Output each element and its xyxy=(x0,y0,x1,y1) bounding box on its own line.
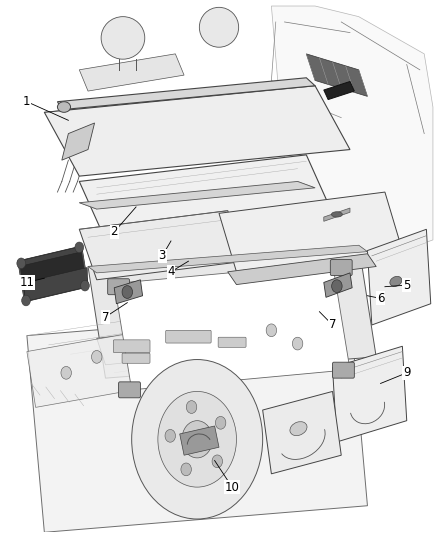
Polygon shape xyxy=(57,78,315,110)
Polygon shape xyxy=(27,333,141,407)
Polygon shape xyxy=(79,211,245,280)
Text: 4: 4 xyxy=(167,265,175,278)
Circle shape xyxy=(17,258,25,269)
FancyBboxPatch shape xyxy=(119,382,141,398)
Text: 9: 9 xyxy=(403,366,410,379)
Polygon shape xyxy=(332,346,407,442)
Circle shape xyxy=(215,416,226,429)
Text: 2: 2 xyxy=(110,225,118,238)
Polygon shape xyxy=(18,246,82,266)
Circle shape xyxy=(182,421,212,458)
Text: 3: 3 xyxy=(159,249,166,262)
Ellipse shape xyxy=(390,277,402,286)
Circle shape xyxy=(81,280,89,291)
Circle shape xyxy=(61,367,71,379)
FancyBboxPatch shape xyxy=(113,340,150,353)
Circle shape xyxy=(21,295,30,306)
Ellipse shape xyxy=(290,422,307,435)
FancyBboxPatch shape xyxy=(122,353,150,364)
Ellipse shape xyxy=(57,102,71,112)
Circle shape xyxy=(292,337,303,350)
Text: 11: 11 xyxy=(19,276,35,289)
FancyBboxPatch shape xyxy=(332,362,354,378)
Circle shape xyxy=(75,242,84,253)
Polygon shape xyxy=(367,229,431,325)
Text: 1: 1 xyxy=(23,95,31,108)
Polygon shape xyxy=(324,208,350,221)
Polygon shape xyxy=(219,192,403,272)
Polygon shape xyxy=(79,181,315,209)
Circle shape xyxy=(158,391,237,487)
Polygon shape xyxy=(18,246,88,302)
Ellipse shape xyxy=(199,7,239,47)
Circle shape xyxy=(212,455,223,467)
Text: 10: 10 xyxy=(225,481,240,494)
Polygon shape xyxy=(79,54,184,91)
FancyBboxPatch shape xyxy=(330,260,352,276)
Polygon shape xyxy=(44,86,350,176)
Polygon shape xyxy=(27,309,367,532)
Ellipse shape xyxy=(332,212,343,217)
Circle shape xyxy=(165,430,176,442)
Polygon shape xyxy=(324,273,352,297)
Polygon shape xyxy=(272,6,433,266)
Circle shape xyxy=(181,463,191,476)
Polygon shape xyxy=(114,280,143,304)
Polygon shape xyxy=(324,82,354,100)
Circle shape xyxy=(132,360,263,519)
Ellipse shape xyxy=(101,17,145,59)
Text: 7: 7 xyxy=(329,319,336,332)
Polygon shape xyxy=(97,320,280,365)
Polygon shape xyxy=(62,123,95,160)
Text: 6: 6 xyxy=(377,292,384,305)
Text: 5: 5 xyxy=(403,279,410,292)
Polygon shape xyxy=(24,268,88,302)
Circle shape xyxy=(92,351,102,364)
FancyBboxPatch shape xyxy=(218,337,246,348)
FancyBboxPatch shape xyxy=(108,279,130,295)
Polygon shape xyxy=(88,245,376,378)
Polygon shape xyxy=(88,245,367,273)
Circle shape xyxy=(266,324,277,337)
Polygon shape xyxy=(306,54,367,96)
Circle shape xyxy=(332,280,342,293)
Polygon shape xyxy=(228,254,376,285)
Circle shape xyxy=(122,286,133,298)
Circle shape xyxy=(186,401,197,414)
Polygon shape xyxy=(180,426,219,455)
Polygon shape xyxy=(263,391,341,474)
Polygon shape xyxy=(114,263,350,390)
Text: 7: 7 xyxy=(102,311,109,324)
Polygon shape xyxy=(79,155,332,240)
FancyBboxPatch shape xyxy=(166,330,211,343)
